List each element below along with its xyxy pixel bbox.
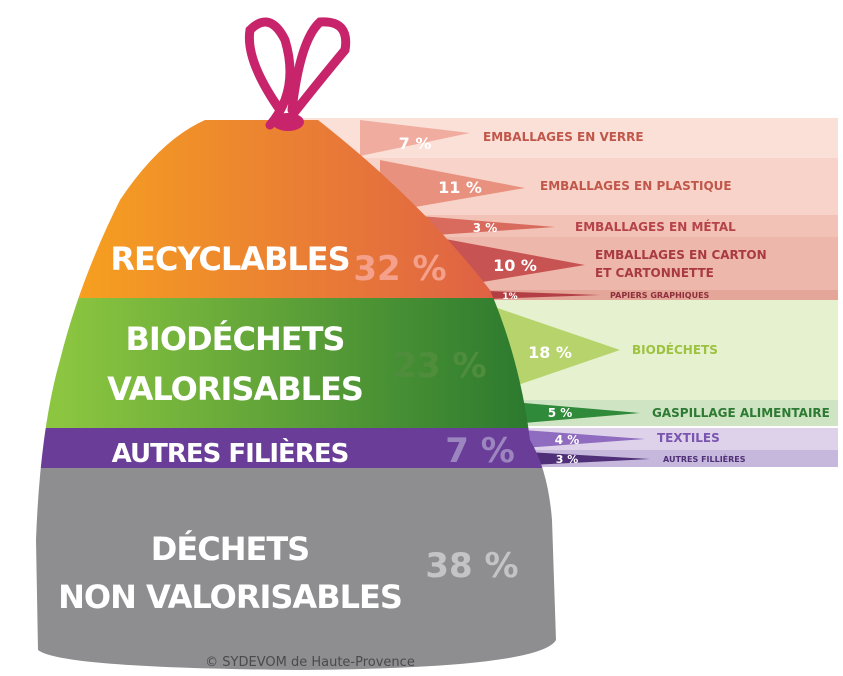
item-percent: 11 % [438, 178, 482, 197]
item-label: EMBALLAGES EN VERRE [483, 130, 644, 144]
section-percent: 23 % [393, 346, 486, 386]
item-percent: 5 % [548, 406, 573, 420]
section-label: AUTRES FILIÈRES [112, 437, 349, 469]
item-label: ET CARTONNETTE [595, 266, 714, 280]
section-percent: 32 % [353, 249, 446, 289]
item-percent: 3 % [556, 453, 579, 466]
infographic: RECYCLABLES 32 % BIODÉCHETS VALORISABLES… [0, 0, 843, 676]
item-percent: 1% [502, 292, 517, 302]
item-label: EMBALLAGES EN PLASTIQUE [540, 179, 732, 193]
section-label: RECYCLABLES [110, 240, 349, 278]
section-label: VALORISABLES [107, 370, 363, 408]
item-label: BIODÉCHETS [632, 342, 718, 357]
bag-knot [272, 113, 304, 131]
item-percent: 10 % [493, 256, 537, 275]
section-percent: 38 % [425, 546, 518, 586]
bag-knot [249, 22, 345, 125]
item-label: EMBALLAGES EN MÉTAL [575, 219, 736, 234]
section-label: NON VALORISABLES [58, 578, 402, 616]
item-percent: 3 % [473, 221, 498, 235]
item-percent: 7 % [399, 134, 432, 153]
item-label: PAPIERS GRAPHIQUES [610, 291, 710, 300]
item-label: TEXTILES [657, 431, 720, 445]
section-percent: 7 % [445, 431, 515, 471]
item-percent: 4 % [555, 433, 580, 447]
copyright: © SYDEVOM de Haute-Provence [205, 655, 415, 670]
item-label: AUTRES FILLIÈRES [663, 453, 746, 464]
item-percent: 18 % [528, 343, 572, 362]
item-label: GASPILLAGE ALIMENTAIRE [652, 406, 830, 420]
section-label: BIODÉCHETS [126, 320, 345, 358]
item-label: EMBALLAGES EN CARTON [595, 248, 767, 262]
section-label: DÉCHETS [151, 530, 309, 568]
